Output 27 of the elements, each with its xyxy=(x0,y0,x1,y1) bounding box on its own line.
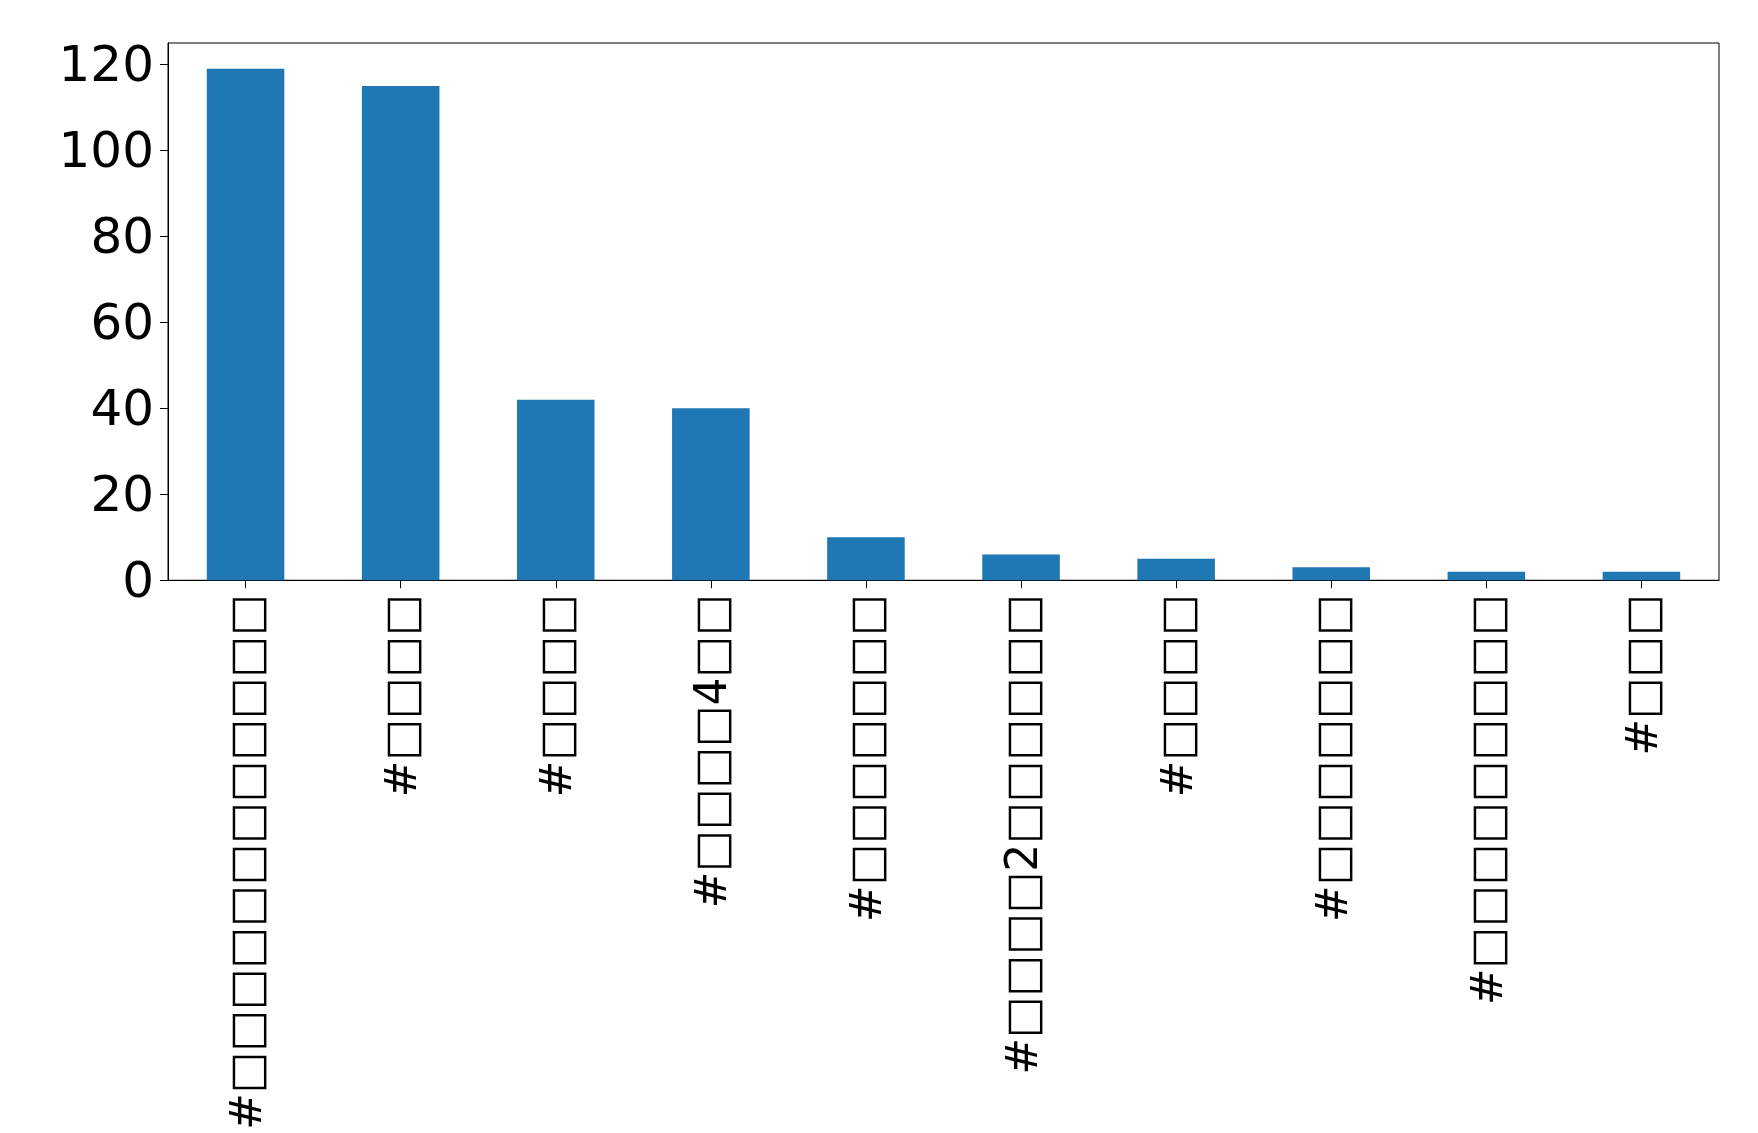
bar xyxy=(672,408,750,581)
bar xyxy=(1447,571,1526,581)
bar xyxy=(516,399,595,581)
x-tick-label: #□□□□□□□ xyxy=(840,594,892,923)
x-tick-label: #□□□□□□□ xyxy=(1305,594,1357,923)
x-tick-label: #□□□□ xyxy=(530,594,582,798)
bar xyxy=(1602,571,1681,581)
bar xyxy=(361,85,440,581)
bar xyxy=(827,537,905,581)
y-tick-label: 20 xyxy=(90,465,154,524)
x-tick-label: #□□□□ xyxy=(1150,594,1202,798)
x-tick-label: #□□□ xyxy=(1615,594,1667,756)
bar xyxy=(206,68,285,581)
y-tick-label: 60 xyxy=(90,293,154,352)
x-tick-label: #□□□□4□□ xyxy=(685,594,737,909)
y-tick-label: 100 xyxy=(58,121,154,180)
y-tick-label: 0 xyxy=(122,551,154,610)
y-tick-label: 120 xyxy=(58,35,154,94)
bar xyxy=(1137,558,1215,581)
x-tick-label: #□□□□ xyxy=(375,594,427,798)
x-tick-label: #□□□□□□□□□ xyxy=(1460,594,1512,1006)
y-tick-label: 40 xyxy=(90,379,154,438)
x-tick-label: #□□□□2□□□□□□ xyxy=(995,594,1047,1075)
y-tick-label: 80 xyxy=(90,207,154,266)
bar xyxy=(982,554,1060,581)
x-tick-label: #□□□□□□□□□□□□ xyxy=(220,594,272,1130)
bar xyxy=(1292,567,1371,581)
